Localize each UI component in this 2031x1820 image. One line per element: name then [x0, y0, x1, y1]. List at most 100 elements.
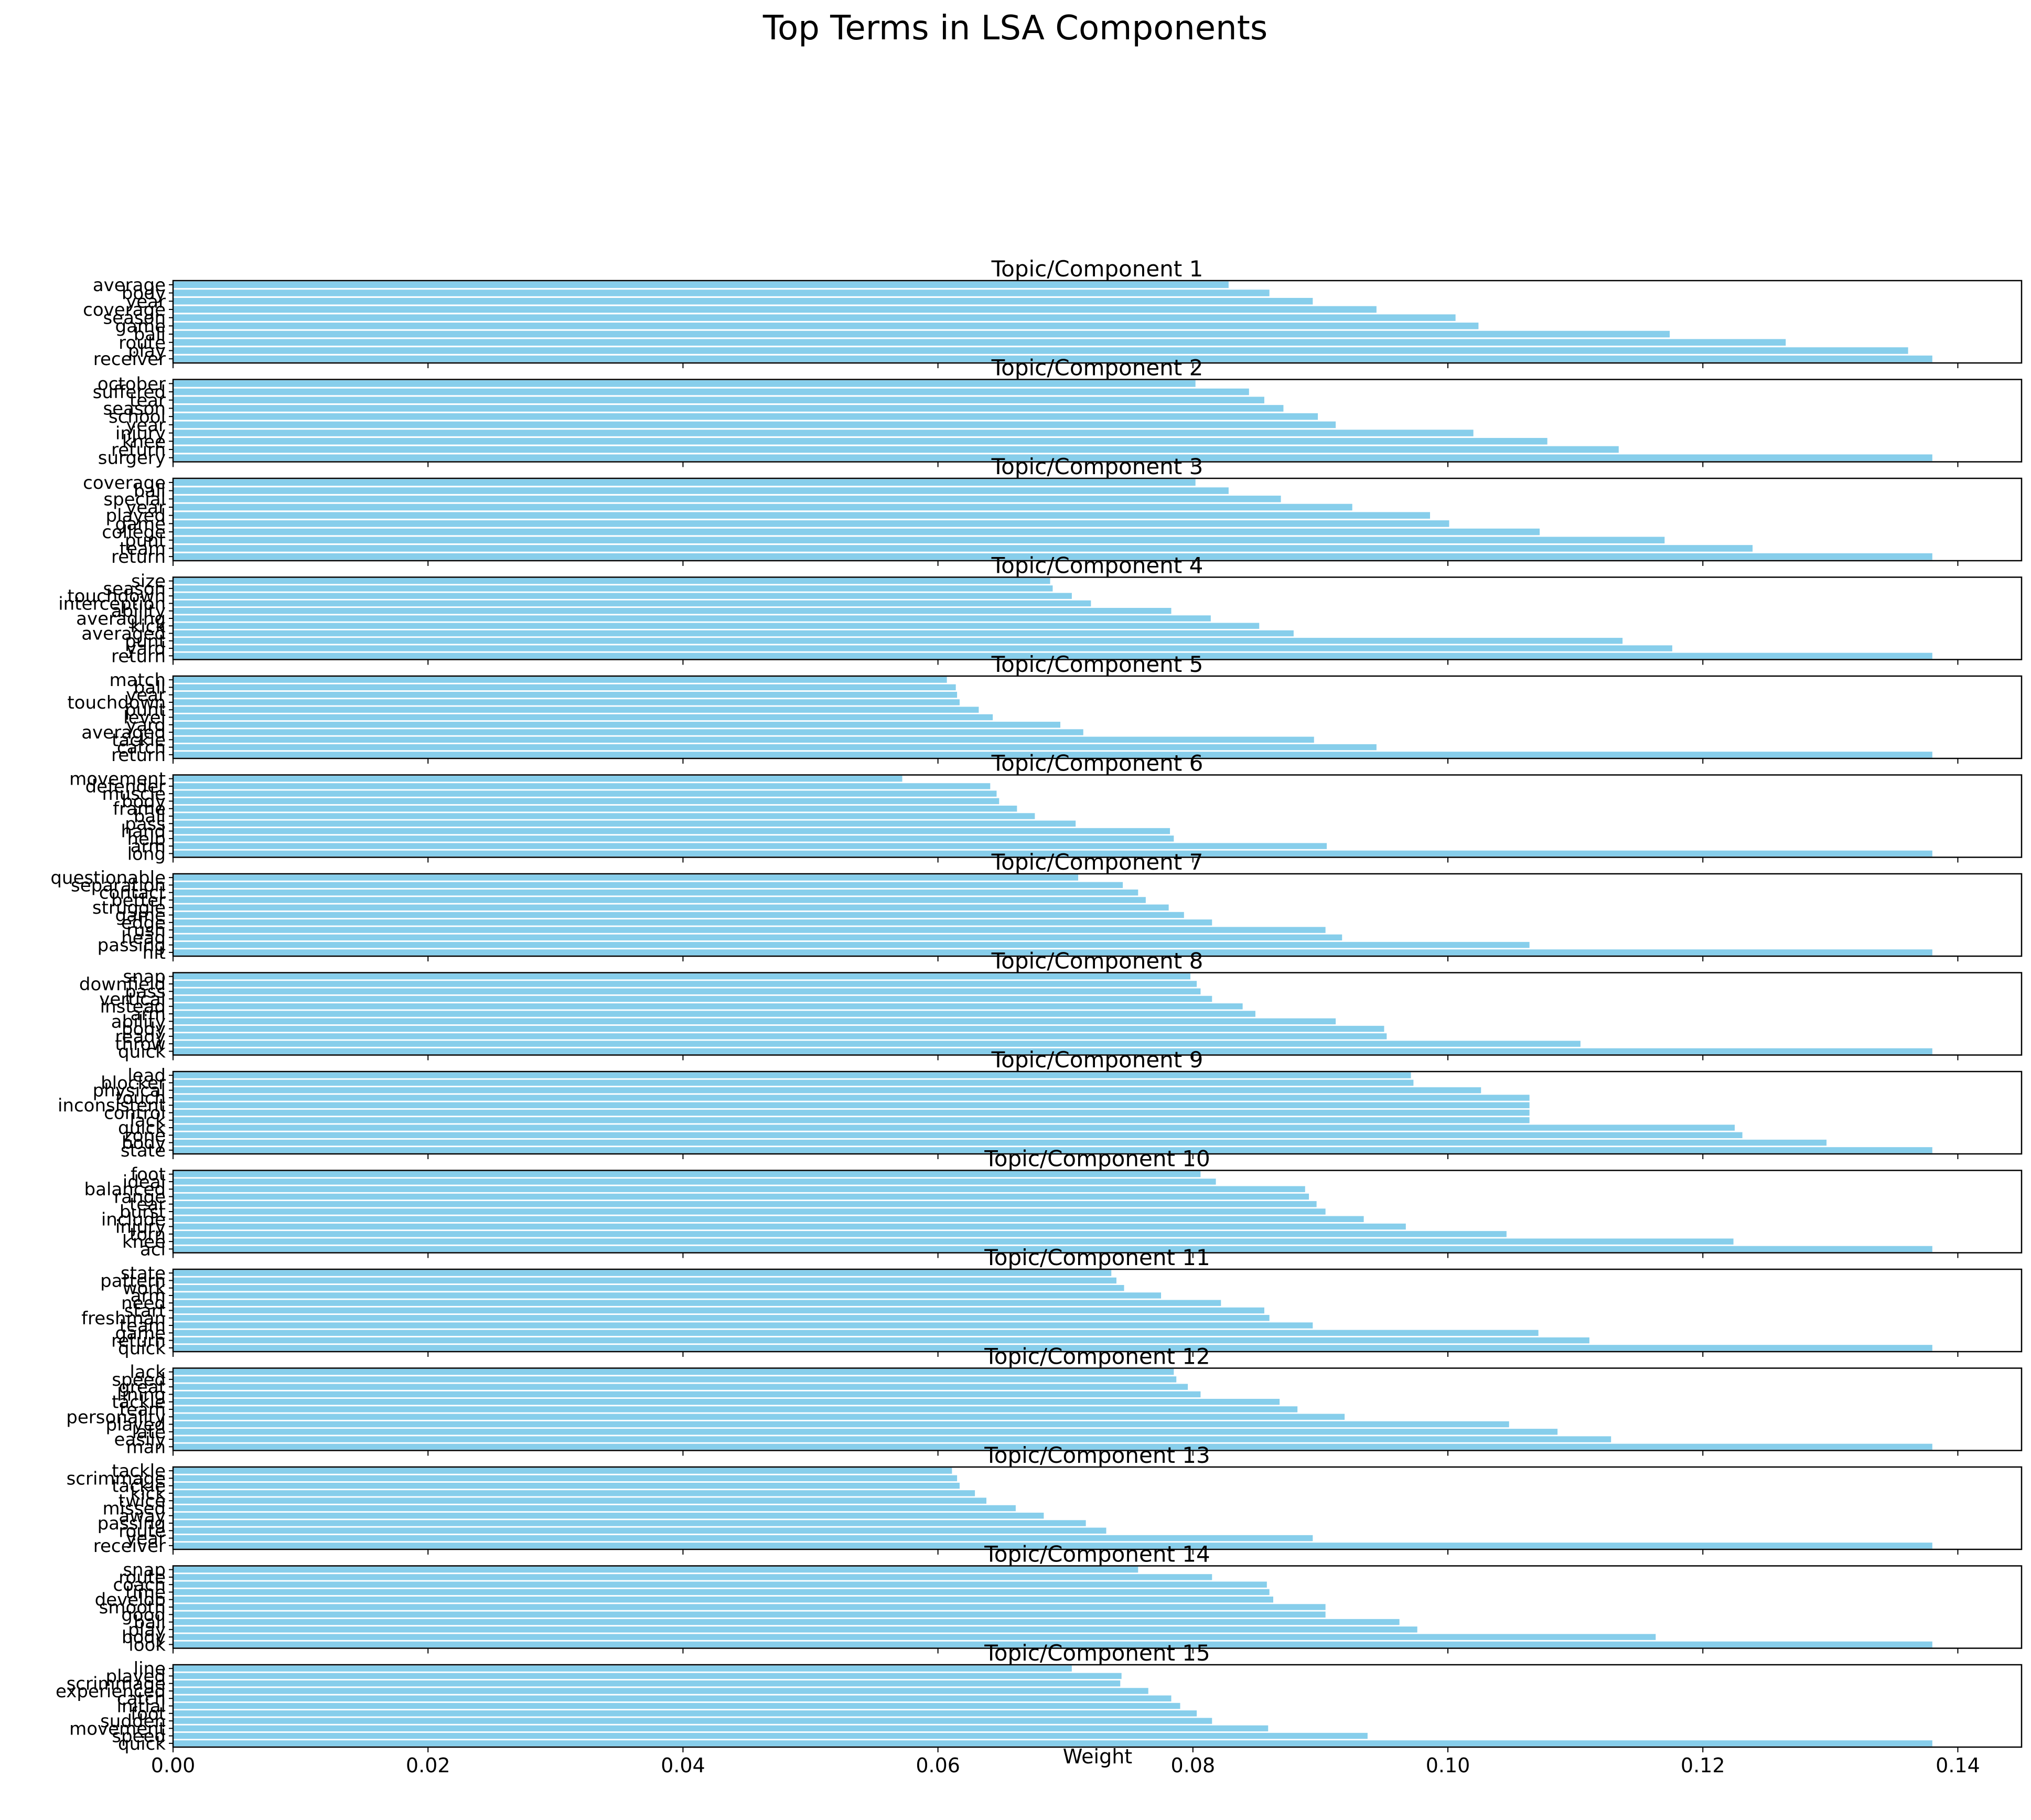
y-tick-label: route	[119, 1521, 166, 1541]
y-tick-label: body	[122, 1133, 166, 1154]
panel-title: Topic/Component 14	[984, 1541, 1210, 1567]
bar	[173, 652, 1932, 659]
panel-4: Topic/Component 4 returnyardpuntaveragedk…	[58, 553, 2023, 667]
bar	[173, 1041, 1581, 1047]
panel-5: Topic/Component 5 returncatchtackleaverag…	[67, 651, 2023, 766]
y-tick-label: vertical	[99, 989, 166, 1010]
y-tick-label: punt	[125, 631, 166, 652]
bar	[173, 1300, 1221, 1306]
bar	[173, 691, 958, 698]
bar	[173, 1087, 1481, 1094]
y-tick-label: foot	[131, 1164, 166, 1185]
y-tick-label: injury	[115, 1217, 166, 1238]
bar	[173, 1468, 952, 1474]
x-tick-label: 0.04	[661, 1754, 705, 1777]
bar	[173, 1520, 1086, 1526]
panel-title: Topic/Component 4	[991, 553, 1203, 579]
y-tick-label: scrimmage	[67, 1674, 166, 1695]
y-tick-label: touchdown	[67, 586, 166, 607]
panel-6: Topic/Component 6 longarmhelphandpassball…	[69, 751, 2023, 864]
bar	[173, 1732, 1368, 1739]
y-tick-label: snap	[123, 967, 166, 988]
y-tick-label: coach	[113, 1575, 166, 1596]
panel-title: Topic/Component 11	[984, 1245, 1210, 1270]
bar	[173, 1475, 958, 1482]
y-tick-label: foot	[131, 1704, 166, 1725]
y-tick-label: zone	[123, 1125, 166, 1146]
bar	[173, 1604, 1326, 1610]
y-tick-label: ball	[134, 677, 166, 698]
y-tick-label: school	[109, 406, 166, 427]
y-tick-label: acl	[140, 1239, 166, 1260]
bar	[173, 446, 1619, 453]
y-tick-label: head	[121, 927, 166, 948]
bar	[173, 1429, 1558, 1435]
y-tick-label: quick	[118, 1338, 166, 1359]
y-tick-label: sudden	[100, 1711, 166, 1732]
panels-group: Topic/Component 1receiverplayrouteballga…	[50, 256, 2023, 1777]
bar	[173, 1490, 975, 1496]
bar	[173, 355, 1932, 362]
y-tick-label: tackle	[112, 1476, 166, 1497]
bar	[173, 1443, 1932, 1450]
y-tick-label: burst	[120, 1202, 166, 1223]
bar	[173, 1505, 1016, 1512]
bar	[173, 1710, 1197, 1717]
y-tick-label: work	[123, 1278, 166, 1299]
bar	[173, 1574, 1212, 1580]
bar	[173, 1223, 1406, 1230]
bar	[173, 1611, 1326, 1618]
y-tick-label: pass	[125, 813, 166, 834]
panel-12: Topic/Component 12 maneasilylateplayedper…	[66, 1344, 2023, 1458]
y-tick-label: touchdown	[67, 692, 166, 713]
bar	[173, 1513, 1044, 1519]
bar	[173, 850, 1932, 857]
bar	[173, 281, 1229, 288]
y-tick-label: man	[126, 1437, 166, 1458]
bar	[173, 1703, 1180, 1709]
y-tick-label: time	[125, 1582, 166, 1603]
y-tick-label: surgery	[98, 448, 166, 469]
bar	[173, 437, 1548, 445]
y-tick-label: easily	[114, 1429, 166, 1450]
y-tick-label: kick	[130, 616, 166, 637]
y-tick-label: touch	[115, 1088, 166, 1109]
bar	[173, 1718, 1212, 1724]
y-tick-label: catch	[117, 737, 166, 758]
y-tick-label: kick	[130, 1483, 166, 1504]
bar	[173, 297, 1313, 305]
bar	[173, 645, 1672, 651]
y-tick-label: downfield	[79, 974, 166, 995]
bar	[173, 1619, 1400, 1625]
y-tick-label: help	[127, 829, 166, 850]
bar	[173, 775, 902, 782]
panel-title: Topic/Component 7	[991, 849, 1203, 875]
y-tick-label: speed	[112, 1369, 166, 1390]
y-tick-label: game	[115, 1323, 166, 1344]
y-tick-label: played	[106, 506, 166, 527]
y-tick-label: quick	[118, 1733, 166, 1754]
panel-frame	[172, 1070, 2023, 1155]
y-tick-label: averaged	[81, 722, 166, 743]
bar	[173, 1406, 1298, 1412]
y-tick-label: season	[103, 308, 166, 329]
panel-title: Topic/Component 5	[991, 651, 1203, 677]
y-tick-label: match	[109, 670, 166, 691]
bar	[173, 995, 1212, 1002]
y-tick-label: special	[103, 489, 166, 510]
y-tick-label: team	[120, 538, 166, 559]
y-tick-label: ability	[111, 601, 166, 622]
y-tick-label: inconsistent	[58, 1095, 166, 1116]
bar	[173, 495, 1281, 502]
y-tick-label: lining	[117, 1384, 166, 1405]
bar	[173, 1238, 1734, 1245]
bar	[173, 1688, 1148, 1694]
panel-2: Topic/Component 2 surgeryreturnkneeinjury…	[93, 355, 2023, 469]
panel-frame	[172, 477, 2023, 562]
y-tick-label: state	[121, 1140, 166, 1161]
y-tick-label: contact	[99, 883, 166, 904]
bar	[173, 1179, 1216, 1185]
y-tick-label: season	[103, 579, 166, 599]
bar	[173, 1581, 1267, 1588]
bar	[173, 323, 1479, 329]
